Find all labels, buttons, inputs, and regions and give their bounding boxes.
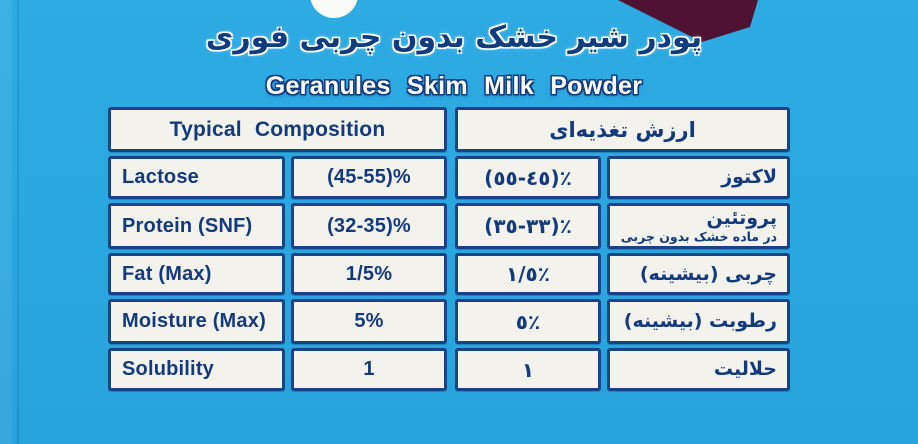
nutrition-label-cell: چربی (بیشینه) (607, 253, 790, 295)
nutrition-label-text: رطوبت (بیشینه) (623, 310, 777, 333)
nutrition-value-cell: ١ (455, 348, 601, 391)
nutrition-label-cell: لاکتوز (607, 156, 790, 199)
typical-composition-table: Typical Composition Lactose (45-55)% Prote… (108, 107, 447, 391)
nutrition-value-cell: ٥٪ (455, 299, 601, 344)
nutrition-label-cell: پروتئین در ماده خشک بدون چربی (607, 203, 790, 249)
table-header-english: Typical Composition (108, 107, 447, 152)
white-circle-decoration (310, 0, 358, 18)
composition-value-cell: 5% (291, 299, 447, 344)
nutrition-label-text: لاکتوز (721, 166, 777, 189)
composition-value-cell: 1 (291, 348, 447, 391)
composition-label-cell: Fat (Max) (108, 253, 285, 295)
nutrition-tables: Typical Composition Lactose (45-55)% Prote… (108, 107, 790, 391)
nutrition-label-cell: رطوبت (بیشینه) (607, 299, 790, 344)
nutrition-label-cell: حلالیت (607, 348, 790, 391)
composition-label-cell: Protein (SNF) (108, 203, 285, 249)
nutrition-sublabel-text: در ماده خشک بدون چربی (620, 229, 777, 245)
composition-label-cell: Solubility (108, 348, 285, 391)
nutrition-label-text: پروتئین (706, 207, 777, 230)
composition-value-cell: (32-35)% (291, 203, 447, 249)
nutrition-value-cell: (٤٥-٥٥)٪ (455, 156, 601, 199)
package-fold-line (17, 0, 19, 444)
nutrition-label-text: حلالیت (713, 358, 777, 381)
composition-value-cell: 1/5% (291, 253, 447, 295)
nutrition-label-text: چربی (بیشینه) (639, 262, 777, 285)
nutrition-table-farsi: ارزش تغذیه‌ای (٤٥-٥٥)٪ لاکتوز (٣٣-٣٥)٪ پروت… (455, 107, 790, 391)
package-edge-strip (0, 0, 12, 444)
nutrition-value-cell: (٣٣-٣٥)٪ (455, 203, 601, 249)
composition-label-cell: Lactose (108, 156, 285, 199)
composition-value-cell: (45-55)% (291, 156, 447, 199)
product-title-farsi: پودر شیر خشک بدون چربی فوری (205, 20, 703, 55)
product-title-english: Geranules Skim Milk Powder (265, 72, 643, 100)
nutrition-value-cell: ١/٥٪ (455, 253, 601, 295)
table-header-farsi: ارزش تغذیه‌ای (455, 107, 790, 152)
composition-label-cell: Moisture (Max) (108, 299, 285, 344)
